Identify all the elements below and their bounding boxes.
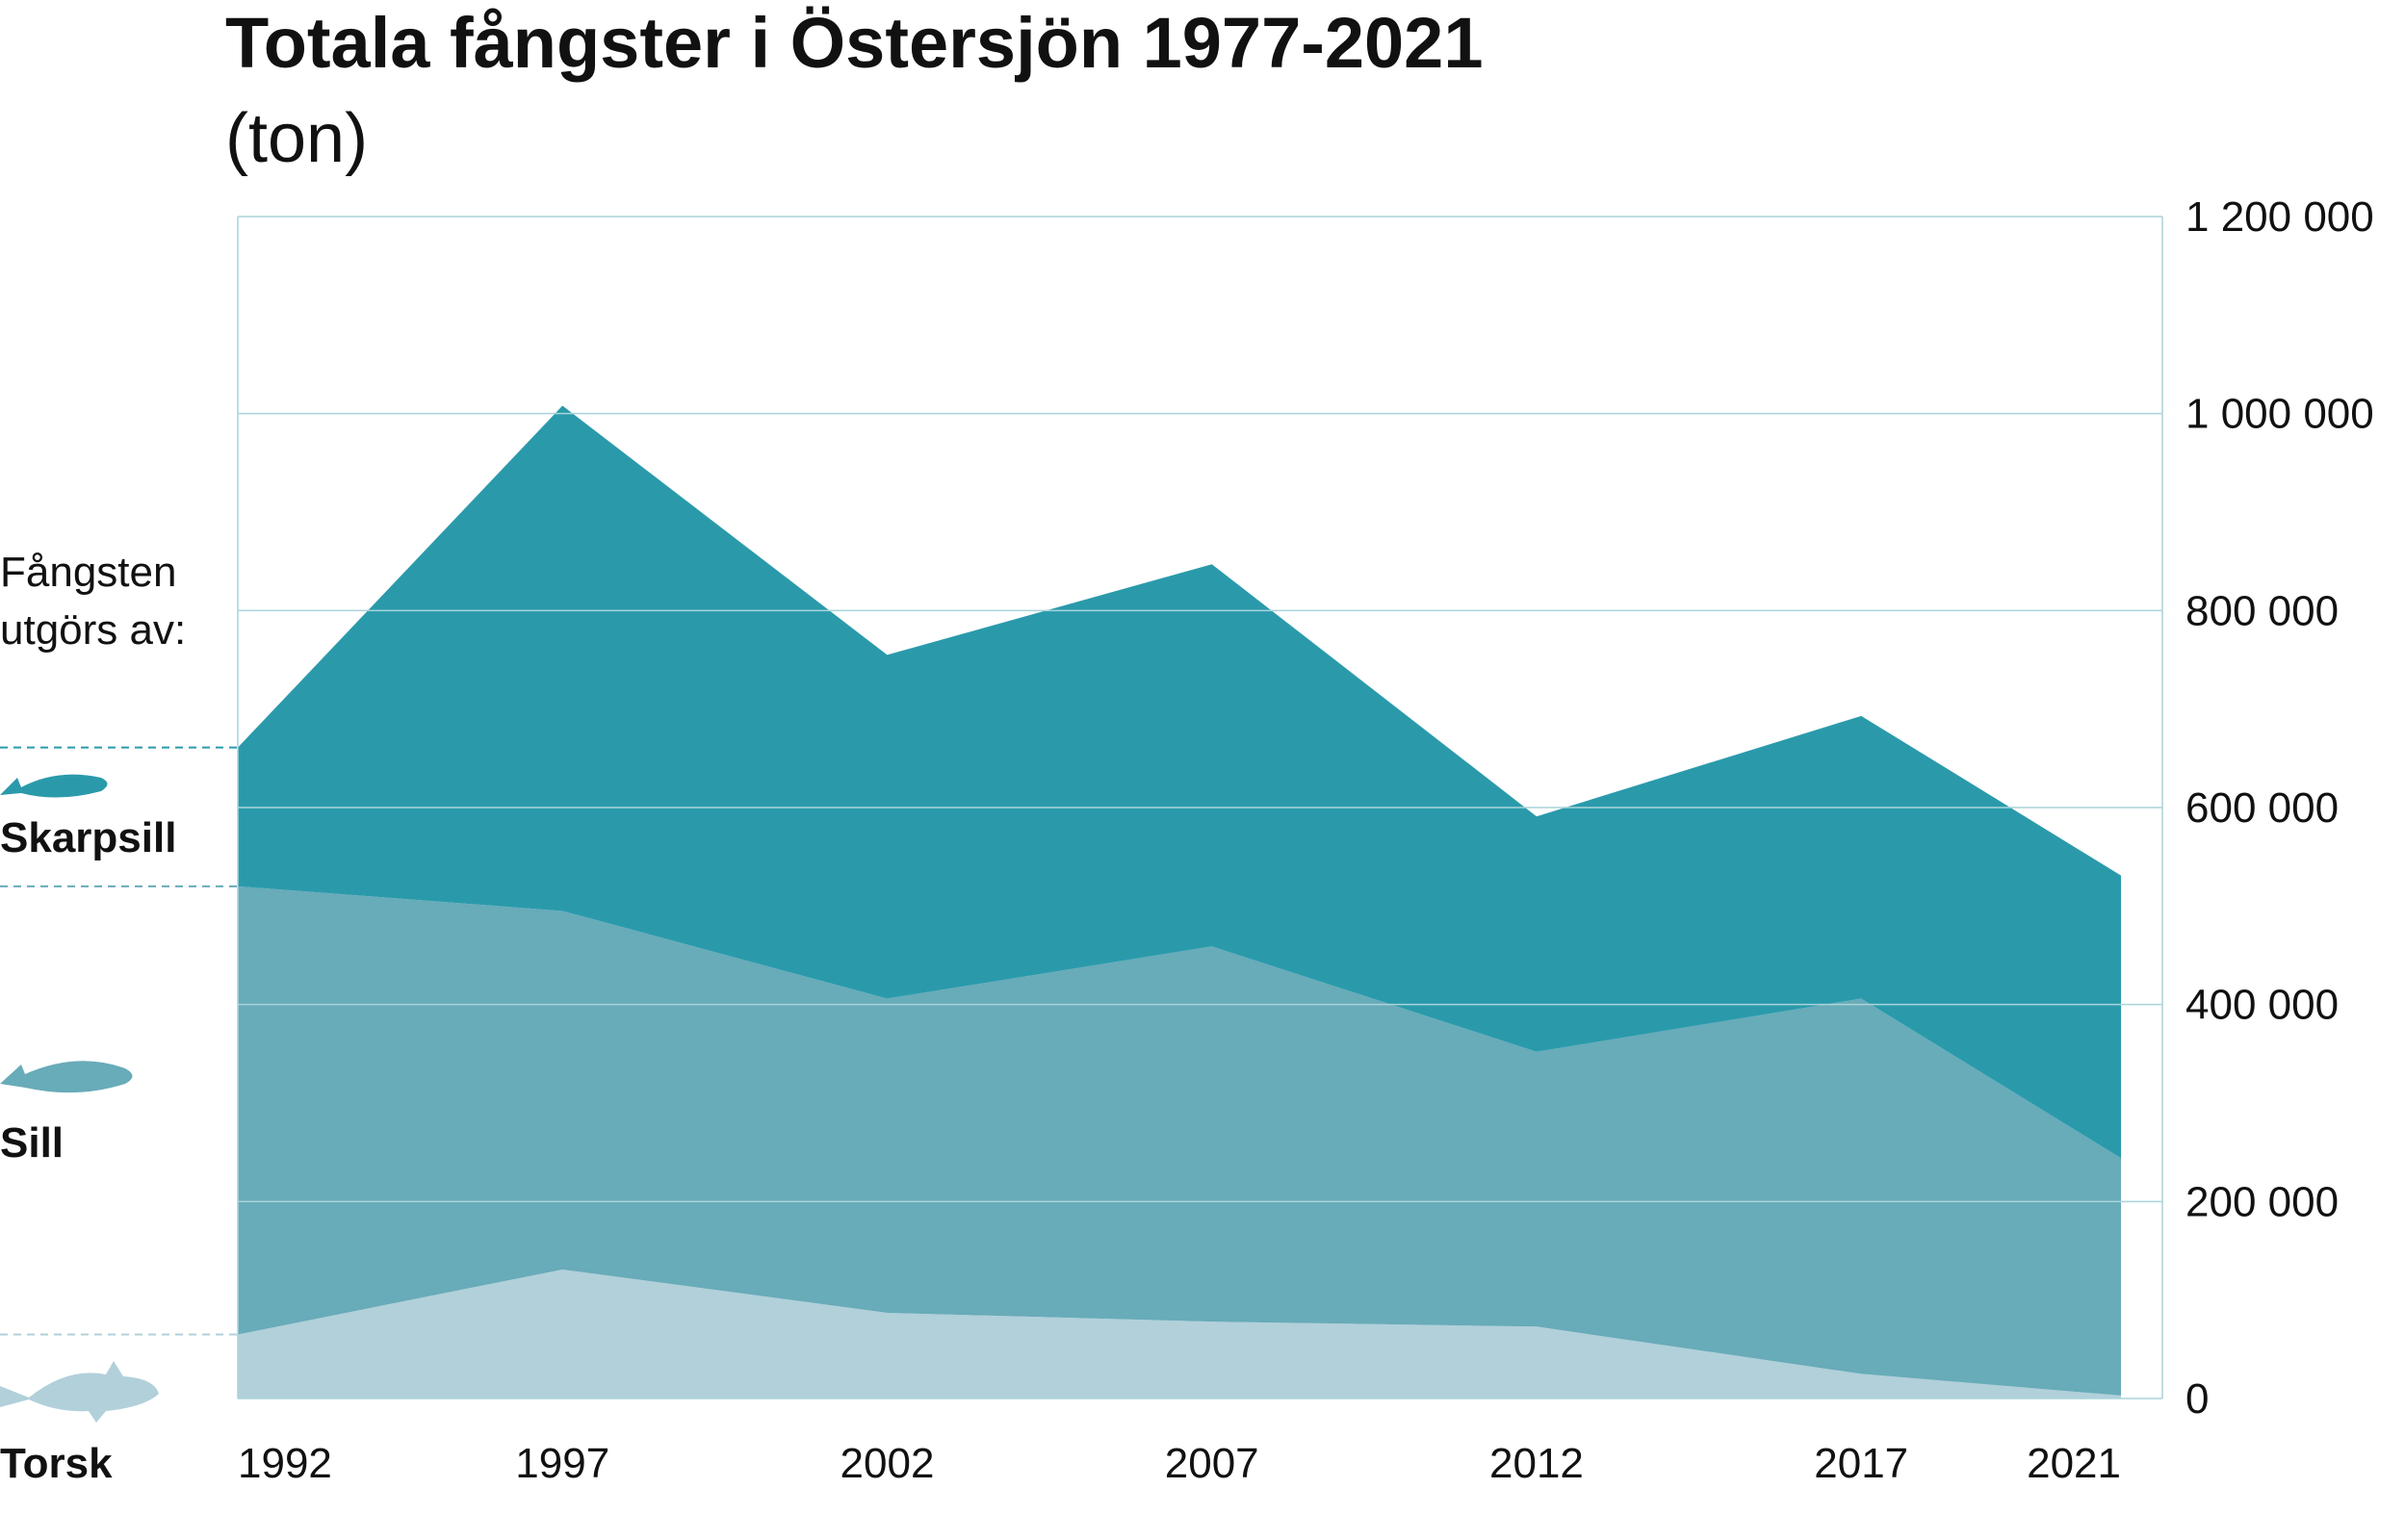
y-tick-label: 0 [2185,1375,2209,1423]
y-tick-label: 800 000 [2185,587,2339,634]
fish-icon [0,774,108,798]
areas [238,405,2121,1399]
fish-icon [0,1361,159,1423]
legend-title: Fångsten utgörs av: [0,549,187,654]
x-tick-label: 2012 [1489,1440,1584,1487]
y-tick-label: 1 000 000 [2185,391,2374,438]
x-tick-label: 2007 [1165,1440,1259,1487]
y-tick-label: 600 000 [2185,784,2339,832]
legend-label: Sill [0,1119,64,1167]
y-tick-label: 200 000 [2185,1178,2339,1225]
legend-icons [0,774,159,1423]
fish-icon [0,1061,133,1093]
x-tick-label: 2021 [2027,1440,2121,1487]
x-tick-label: 1997 [515,1440,609,1487]
legend-label: Skarpsill [0,814,176,861]
grid [237,216,2163,1399]
x-tick-label: 2017 [1814,1440,1908,1487]
chart-subtitle: (ton) [225,100,368,177]
area [238,886,2121,1396]
area [238,405,2121,1159]
y-tick-label: 400 000 [2185,982,2339,1029]
area [238,1269,2121,1399]
x-tick-label: 2002 [840,1440,935,1487]
y-tick-label: 1 200 000 [2185,193,2374,241]
x-tick-label: 1992 [238,1440,332,1487]
legend-label: Torsk [0,1440,113,1487]
chart-title: Totala fångster i Östersjön 1977-2021 [225,3,1484,83]
